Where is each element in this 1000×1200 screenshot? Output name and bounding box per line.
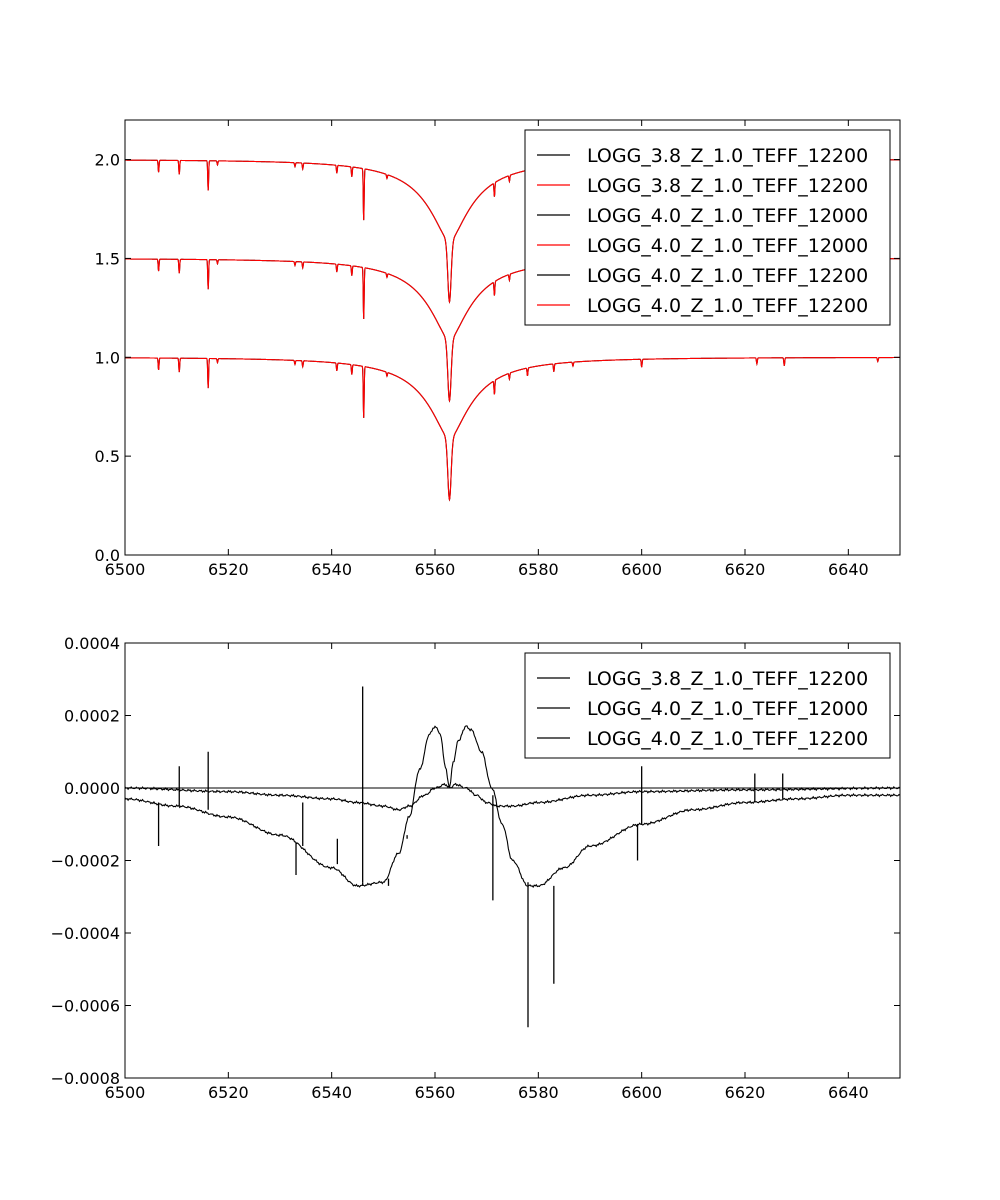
y-tick-label: 0.0004 [64,634,120,653]
x-tick-label: 6520 [208,560,249,579]
x-tick-label: 6560 [415,1083,456,1102]
bottom-series-lines [125,686,900,1028]
top-legend: LOGG_3.8_Z_1.0_TEFF_12200 LOGG_3.8_Z_1.0_… [524,129,891,326]
legend-label: LOGG_4.0_Z_1.0_TEFF_12000 [587,205,868,227]
y-tick-label: 0.5 [95,447,120,466]
series-line [125,356,900,502]
x-tick-label: 6640 [828,560,869,579]
series-line [125,725,900,888]
x-tick-label: 6520 [208,1083,249,1102]
legend-label: LOGG_4.0_Z_1.0_TEFF_12200 [587,728,868,750]
series-line [125,782,900,812]
x-tick-label: 6640 [828,1083,869,1102]
y-tick-label: 1.0 [95,348,120,367]
x-tick-label: 6620 [725,1083,766,1102]
top-axes-frame [124,119,901,556]
legend-label: LOGG_3.8_Z_1.0_TEFF_12200 [587,145,868,167]
legend-label: LOGG_4.0_Z_1.0_TEFF_12200 [587,265,868,287]
bottom-y-ticks: 0.0004 0.0002 0.0000 −0.0002 −0.0004 −0.0006 −… [51,634,900,1088]
y-tick-label: −0.0002 [51,852,120,871]
y-tick-label: −0.0004 [51,924,120,943]
legend-frame [524,652,891,759]
x-tick-label: 6620 [725,560,766,579]
legend-frame [524,129,891,326]
bottom-x-ticks: 6500 6520 6540 6560 6580 6600 6620 6640 [105,643,869,1102]
y-tick-label: 0.0002 [64,707,120,726]
x-tick-label: 6560 [415,560,456,579]
y-tick-label: −0.0008 [51,1069,120,1088]
legend-label: LOGG_4.0_Z_1.0_TEFF_12000 [587,698,868,720]
y-tick-label: 2.0 [95,151,120,170]
x-tick-label: 6500 [105,1083,146,1102]
x-tick-label: 6580 [518,560,559,579]
bottom-legend: LOGG_3.8_Z_1.0_TEFF_12200 LOGG_4.0_Z_1.0_… [524,652,891,759]
legend-label: LOGG_3.8_Z_1.0_TEFF_12200 [587,175,868,197]
legend-label: LOGG_3.8_Z_1.0_TEFF_12200 [587,668,868,690]
y-tick-label: 0.0000 [64,779,120,798]
top-x-ticks: 6500 6520 6540 6560 6580 6600 6620 6640 [105,120,869,579]
y-tick-label: 1.5 [95,249,120,268]
top-y-ticks: 0.0 0.5 1.0 1.5 2.0 [95,151,900,565]
series-line [125,356,900,502]
x-tick-label: 6600 [621,560,662,579]
x-tick-label: 6540 [311,560,352,579]
x-tick-label: 6500 [105,560,146,579]
legend-label: LOGG_4.0_Z_1.0_TEFF_12000 [587,235,868,257]
x-tick-label: 6580 [518,1083,559,1102]
y-tick-label: −0.0006 [51,997,120,1016]
bottom-chart-panel: 6500 6520 6540 6560 6580 6600 6620 6640 0.00040… [51,634,901,1102]
x-tick-label: 6540 [311,1083,352,1102]
x-tick-label: 6600 [621,1083,662,1102]
y-tick-label: 0.0 [95,546,120,565]
top-chart-panel: 6500 6520 6540 6560 6580 6600 6620 6640 0.0 0.5 1… [95,119,901,579]
legend-label: LOGG_4.0_Z_1.0_TEFF_12200 [587,295,868,317]
